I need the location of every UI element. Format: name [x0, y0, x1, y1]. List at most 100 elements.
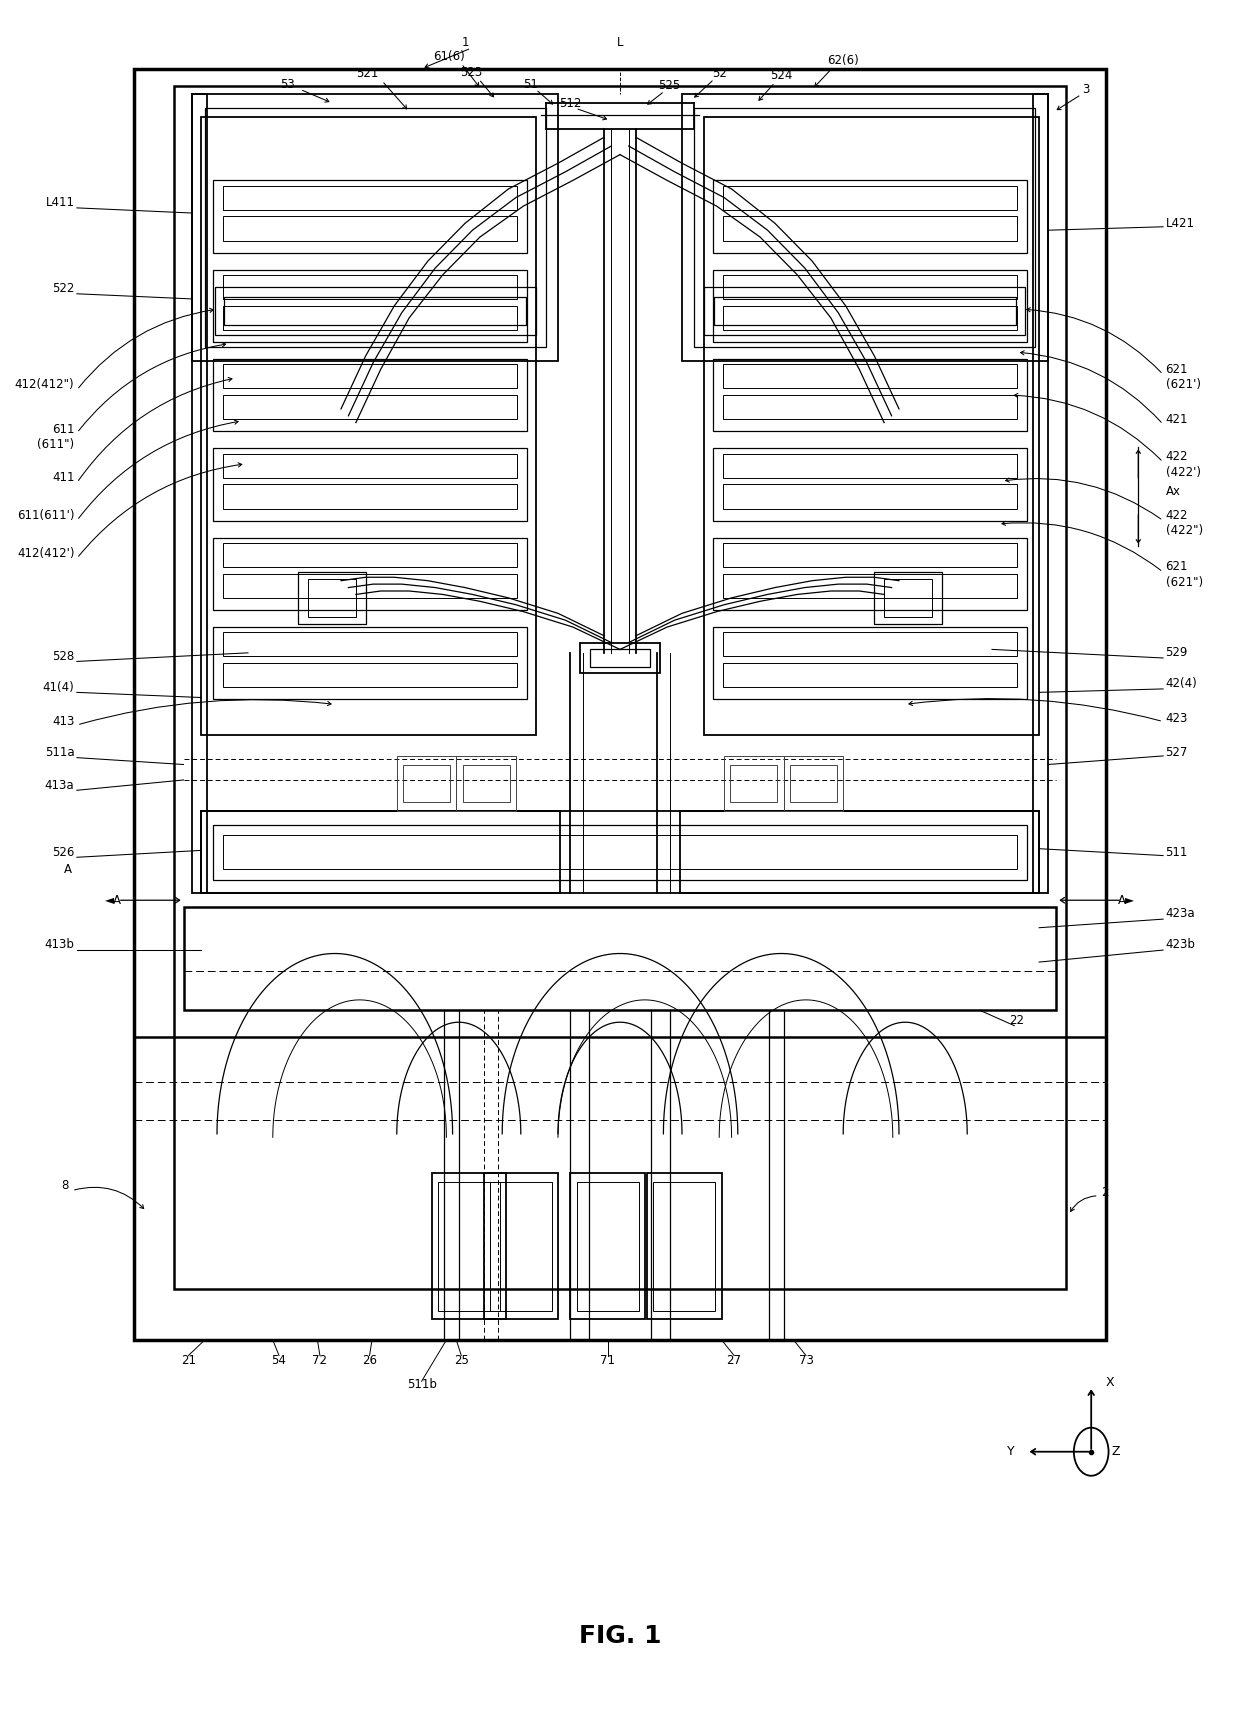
- Text: 54: 54: [272, 1354, 286, 1368]
- Bar: [790, 765, 837, 802]
- Text: (611"): (611"): [37, 438, 74, 452]
- Bar: [213, 448, 527, 521]
- Bar: [694, 108, 1035, 347]
- Bar: [580, 643, 660, 673]
- Bar: [397, 756, 456, 811]
- Bar: [134, 69, 1106, 1340]
- Text: 421: 421: [1166, 412, 1188, 426]
- Bar: [192, 94, 207, 893]
- Text: (422"): (422"): [1166, 524, 1203, 538]
- Bar: [201, 811, 1039, 893]
- Text: 72: 72: [312, 1354, 327, 1368]
- Text: 42(4): 42(4): [1166, 677, 1198, 691]
- Bar: [680, 811, 1039, 893]
- Text: 412(412'): 412(412'): [17, 546, 74, 560]
- Bar: [874, 572, 942, 624]
- Text: 511: 511: [1166, 845, 1188, 859]
- Bar: [456, 756, 516, 811]
- Text: 8: 8: [61, 1179, 68, 1192]
- Text: 413: 413: [52, 715, 74, 728]
- Bar: [223, 835, 1017, 869]
- Bar: [223, 275, 517, 299]
- Text: 3: 3: [1083, 82, 1090, 96]
- Bar: [223, 484, 517, 509]
- Bar: [184, 907, 1056, 1010]
- Bar: [714, 297, 1016, 325]
- Bar: [192, 94, 558, 361]
- Text: (621"): (621"): [1166, 576, 1203, 589]
- Text: 413b: 413b: [45, 938, 74, 952]
- Bar: [223, 454, 517, 478]
- Text: 611: 611: [52, 423, 74, 436]
- Bar: [223, 574, 517, 598]
- Bar: [723, 275, 1017, 299]
- Bar: [403, 765, 450, 802]
- Bar: [713, 627, 1027, 699]
- Text: FIG. 1: FIG. 1: [579, 1624, 661, 1648]
- Text: 411: 411: [52, 471, 74, 484]
- Text: 21: 21: [181, 1354, 196, 1368]
- Text: A►: A►: [1117, 893, 1135, 907]
- Bar: [723, 186, 1017, 210]
- Bar: [730, 765, 777, 802]
- Text: 25: 25: [454, 1354, 469, 1368]
- Text: 51: 51: [523, 77, 538, 91]
- Text: 27: 27: [727, 1354, 742, 1368]
- Bar: [723, 364, 1017, 388]
- Bar: [205, 108, 546, 347]
- Bar: [704, 117, 1039, 735]
- Bar: [682, 94, 1048, 361]
- Text: (621'): (621'): [1166, 378, 1200, 392]
- Bar: [223, 306, 517, 330]
- Text: L: L: [616, 36, 624, 50]
- Bar: [723, 395, 1017, 419]
- Text: 621: 621: [1166, 362, 1188, 376]
- Text: 522: 522: [52, 282, 74, 295]
- Bar: [723, 306, 1017, 330]
- Bar: [213, 825, 1027, 880]
- Text: 22: 22: [1009, 1014, 1024, 1027]
- Text: 52: 52: [712, 67, 727, 81]
- Text: 621: 621: [1166, 560, 1188, 574]
- Bar: [713, 359, 1027, 431]
- Bar: [223, 364, 517, 388]
- Bar: [490, 1182, 552, 1311]
- Text: 61(6): 61(6): [433, 50, 465, 64]
- Bar: [713, 180, 1027, 253]
- Text: 611(611'): 611(611'): [17, 509, 74, 522]
- Bar: [213, 359, 527, 431]
- Bar: [723, 454, 1017, 478]
- Bar: [577, 1182, 639, 1311]
- Bar: [201, 117, 536, 735]
- Text: 526: 526: [52, 845, 74, 859]
- Bar: [223, 216, 517, 241]
- Bar: [213, 538, 527, 610]
- Text: 53: 53: [280, 77, 295, 91]
- Bar: [723, 574, 1017, 598]
- Text: 1: 1: [461, 36, 469, 50]
- Bar: [432, 1173, 506, 1319]
- Bar: [723, 632, 1017, 656]
- Bar: [724, 756, 784, 811]
- Bar: [213, 627, 527, 699]
- Text: 525: 525: [658, 79, 681, 93]
- Text: ◄A: ◄A: [105, 893, 123, 907]
- Bar: [223, 543, 517, 567]
- Bar: [308, 579, 356, 617]
- Bar: [713, 538, 1027, 610]
- Text: 422: 422: [1166, 509, 1188, 522]
- Text: 528: 528: [52, 649, 74, 663]
- Text: Ax: Ax: [1166, 484, 1180, 498]
- Text: 413a: 413a: [45, 778, 74, 792]
- Text: 412(412"): 412(412"): [15, 378, 74, 392]
- Text: 423b: 423b: [1166, 938, 1195, 952]
- Bar: [224, 297, 526, 325]
- Bar: [723, 543, 1017, 567]
- Text: (422'): (422'): [1166, 466, 1200, 479]
- Text: 73: 73: [799, 1354, 813, 1368]
- Bar: [713, 448, 1027, 521]
- Bar: [590, 649, 650, 667]
- Text: 423: 423: [1166, 711, 1188, 725]
- Bar: [438, 1182, 500, 1311]
- Bar: [570, 1173, 645, 1319]
